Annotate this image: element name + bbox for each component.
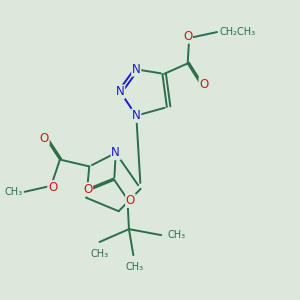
Text: O: O	[199, 78, 208, 91]
Text: CH₂CH₃: CH₂CH₃	[220, 27, 256, 37]
Text: CH₃: CH₃	[4, 187, 22, 197]
Text: O: O	[183, 30, 192, 43]
Text: CH₃: CH₃	[126, 262, 144, 272]
Text: N: N	[132, 63, 141, 76]
Text: O: O	[126, 194, 135, 207]
Text: N: N	[132, 109, 141, 122]
Text: N: N	[116, 85, 124, 98]
Text: O: O	[83, 183, 92, 196]
Text: CH₃: CH₃	[91, 249, 109, 260]
Text: O: O	[48, 181, 57, 194]
Text: O: O	[40, 132, 49, 145]
Text: CH₃: CH₃	[167, 230, 185, 240]
Text: N: N	[111, 146, 120, 160]
